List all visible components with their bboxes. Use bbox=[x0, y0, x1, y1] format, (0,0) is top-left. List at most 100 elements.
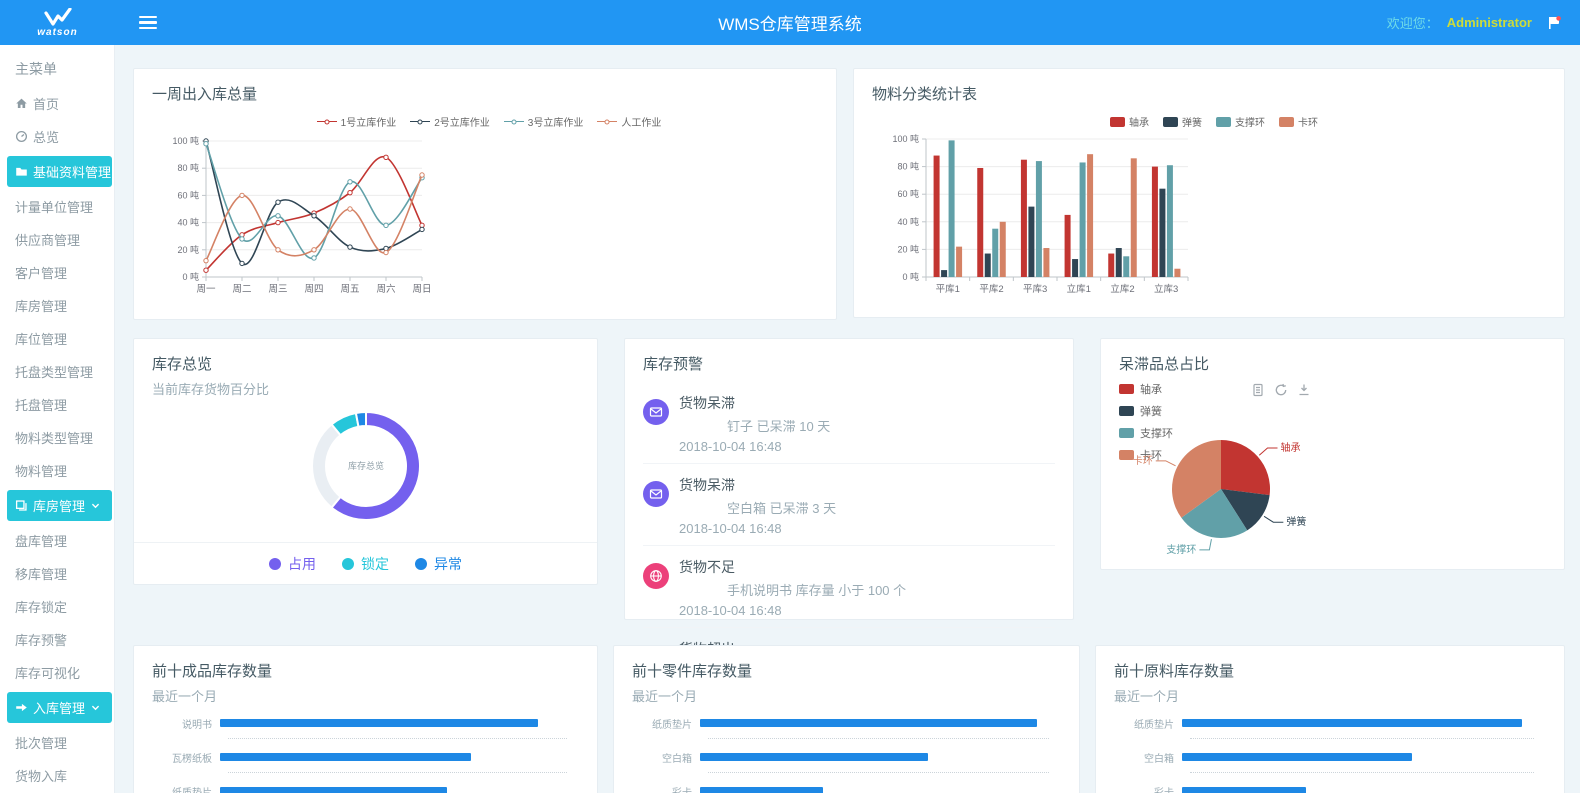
svg-text:周六: 周六 bbox=[376, 283, 396, 295]
hbar-bar[interactable] bbox=[220, 787, 447, 793]
legend-item-支撑环[interactable]: 支撑环 bbox=[1119, 425, 1173, 441]
sidebar-item-物料管理[interactable]: 物料管理 bbox=[0, 454, 114, 487]
data-view-icon[interactable] bbox=[1251, 383, 1265, 397]
sidebar-item-label: 库存锁定 bbox=[15, 600, 68, 615]
legend-item-3号立库作业[interactable]: 3号立库作业 bbox=[503, 114, 583, 129]
legend-item-人工作业[interactable]: 人工作业 bbox=[597, 114, 661, 129]
line-marker-icon bbox=[410, 118, 431, 126]
sidebar-item-移库管理[interactable]: 移库管理 bbox=[0, 557, 114, 590]
hbar-label: 纸质垫片 bbox=[652, 719, 692, 731]
legend-item-卡环[interactable]: 卡环 bbox=[1279, 114, 1318, 129]
sidebar-item-客户管理[interactable]: 客户管理 bbox=[0, 256, 114, 289]
hbar-bar[interactable] bbox=[1182, 719, 1522, 727]
legend-item-占用[interactable]: 占用 bbox=[269, 554, 316, 574]
chart-legend: 1号立库作业 2号立库作业 3号立库作业 人工作业 bbox=[160, 114, 818, 129]
sidebar-item-托盘管理[interactable]: 托盘管理 bbox=[0, 388, 114, 421]
brand-logo[interactable]: watson bbox=[0, 0, 115, 45]
top-parts-title: 前十零件库存数量 bbox=[632, 663, 753, 680]
sidebar-item-基础资料管理[interactable]: 基础资料管理 bbox=[7, 156, 112, 187]
legend-item-支撑环[interactable]: 支撑环 bbox=[1216, 114, 1265, 129]
hbar-bar[interactable] bbox=[1182, 753, 1413, 761]
chart-legend: 轴承 弹簧 支撑环 卡环 bbox=[882, 114, 1546, 129]
hbar-bar[interactable] bbox=[700, 787, 823, 793]
hbar-row: 说明书 bbox=[152, 716, 579, 731]
svg-text:20 吨: 20 吨 bbox=[897, 243, 919, 254]
hbar-bar[interactable] bbox=[700, 753, 929, 761]
bar-marker-icon bbox=[1163, 116, 1178, 127]
sidebar-item-托盘类型管理[interactable]: 托盘类型管理 bbox=[0, 355, 114, 388]
sidebar-item-批次管理[interactable]: 批次管理 bbox=[0, 726, 114, 759]
legend-item-1号立库作业[interactable]: 1号立库作业 bbox=[316, 114, 396, 129]
home-icon bbox=[15, 97, 28, 110]
legend-swatch-icon bbox=[1119, 450, 1134, 460]
bar-marker-icon bbox=[1216, 116, 1231, 127]
stagnant-pie-chart: 轴承 弹簧 支撑环 卡环 bbox=[1111, 409, 1541, 564]
top-parts-chart: 纸质垫片空白箱彩卡说明书 bbox=[632, 716, 1061, 793]
sidebar-item-货物入库[interactable]: 货物入库 bbox=[0, 759, 114, 792]
folder-icon bbox=[15, 165, 28, 178]
sidebar-item-首页[interactable]: 首页 bbox=[0, 87, 114, 120]
legend-item-2号立库作业[interactable]: 2号立库作业 bbox=[410, 114, 490, 129]
sidebar-item-库房管理[interactable]: 库房管理 bbox=[0, 289, 114, 322]
download-icon[interactable] bbox=[1297, 383, 1311, 397]
svg-text:20 吨: 20 吨 bbox=[177, 244, 199, 255]
sidebar-item-label: 托盘类型管理 bbox=[15, 365, 94, 380]
sidebar-item-供应商管理[interactable]: 供应商管理 bbox=[0, 223, 114, 256]
inbound-icon bbox=[15, 701, 28, 714]
top-finished-subtitle: 最近一个月 bbox=[152, 689, 218, 704]
flag-icon[interactable] bbox=[1546, 15, 1562, 30]
hbar-row: 彩卡 bbox=[632, 784, 1061, 793]
legend-item-卡环[interactable]: 卡环 bbox=[1119, 447, 1173, 463]
sidebar-item-库位管理[interactable]: 库位管理 bbox=[0, 322, 114, 355]
alert-time: 2018-10-04 16:48 bbox=[679, 439, 782, 454]
sidebar-item-库存锁定[interactable]: 库存锁定 bbox=[0, 590, 114, 623]
svg-text:轴承: 轴承 bbox=[1281, 441, 1301, 454]
legend-item-锁定[interactable]: 锁定 bbox=[342, 554, 389, 574]
svg-text:平库3: 平库3 bbox=[1023, 283, 1047, 295]
alert-title: 货物呆滞 bbox=[679, 395, 735, 411]
stagnant-share-title: 呆滞品总占比 bbox=[1119, 356, 1210, 373]
alert-item[interactable]: 货物呆滞 空白箱 已呆滞 3 天 2018-10-04 16:48 bbox=[643, 464, 1055, 546]
sidebar-item-盘库管理[interactable]: 盘库管理 bbox=[0, 524, 114, 557]
card-stagnant-share: 呆滞品总占比 轴承 弹簧 支撑环 卡环 轴承 弹簧 支撑环 卡环 bbox=[1100, 338, 1565, 570]
alert-title: 货物呆滞 bbox=[679, 477, 735, 493]
hamburger-icon[interactable] bbox=[135, 12, 161, 34]
legend-item-异常[interactable]: 异常 bbox=[415, 554, 462, 574]
hbar-label: 彩卡 bbox=[672, 787, 692, 793]
svg-text:100 吨: 100 吨 bbox=[172, 135, 199, 146]
line-marker-icon bbox=[316, 118, 337, 126]
legend-item-轴承[interactable]: 轴承 bbox=[1119, 381, 1173, 397]
sidebar-item-总览[interactable]: 总览 bbox=[0, 120, 114, 153]
alert-item[interactable]: 货物呆滞 钉子 已呆滞 10 天 2018-10-04 16:48 bbox=[643, 382, 1055, 464]
sidebar-item-label: 总览 bbox=[33, 130, 60, 145]
line-marker-icon bbox=[597, 118, 618, 126]
username[interactable]: Administrator bbox=[1446, 15, 1532, 30]
refresh-icon[interactable] bbox=[1274, 383, 1288, 397]
sidebar-item-库存预警[interactable]: 库存预警 bbox=[0, 623, 114, 656]
sidebar-item-物料类型管理[interactable]: 物料类型管理 bbox=[0, 421, 114, 454]
sidebar-item-label: 盘库管理 bbox=[15, 534, 68, 549]
card-top-finished: 前十成品库存数量 最近一个月 说明书瓦楞纸板纸质垫片空白箱 bbox=[133, 645, 598, 793]
svg-text:40 吨: 40 吨 bbox=[177, 217, 199, 228]
sidebar-menu: 首页 总览 基础资料管理 计量单位管理 供应商管理 客户管理 库房管理 库位管理 托盘类型管理托… bbox=[0, 87, 114, 793]
sidebar-item-label: 货物入库 bbox=[15, 769, 68, 784]
hbar-bar[interactable] bbox=[700, 719, 1037, 727]
sidebar-item-入库管理[interactable]: 入库管理 bbox=[7, 692, 112, 723]
hbar-bar[interactable] bbox=[1182, 787, 1306, 793]
legend-item-弹簧[interactable]: 弹簧 bbox=[1119, 403, 1173, 419]
legend-item-弹簧[interactable]: 弹簧 bbox=[1163, 114, 1202, 129]
legend-item-轴承[interactable]: 轴承 bbox=[1110, 114, 1149, 129]
svg-text:100 吨: 100 吨 bbox=[892, 133, 919, 144]
bar-marker-icon bbox=[1279, 116, 1294, 127]
sidebar-item-计量单位管理[interactable]: 计量单位管理 bbox=[0, 190, 114, 223]
svg-text:库存总览: 库存总览 bbox=[347, 460, 383, 471]
sidebar-section-label: 主菜单 bbox=[15, 61, 57, 77]
hbar-bar[interactable] bbox=[220, 753, 472, 761]
sidebar-item-库房管理[interactable]: 库房管理 bbox=[7, 490, 112, 521]
sidebar-item-库存可视化[interactable]: 库存可视化 bbox=[0, 656, 114, 689]
sidebar-item-label: 首页 bbox=[33, 97, 60, 112]
hbar-separator bbox=[228, 772, 567, 773]
alert-item[interactable]: 货物不足 手机说明书 库存量 小于 100 个 2018-10-04 16:48 bbox=[643, 546, 1055, 628]
svg-text:80 吨: 80 吨 bbox=[177, 162, 199, 173]
hbar-bar[interactable] bbox=[220, 719, 538, 727]
